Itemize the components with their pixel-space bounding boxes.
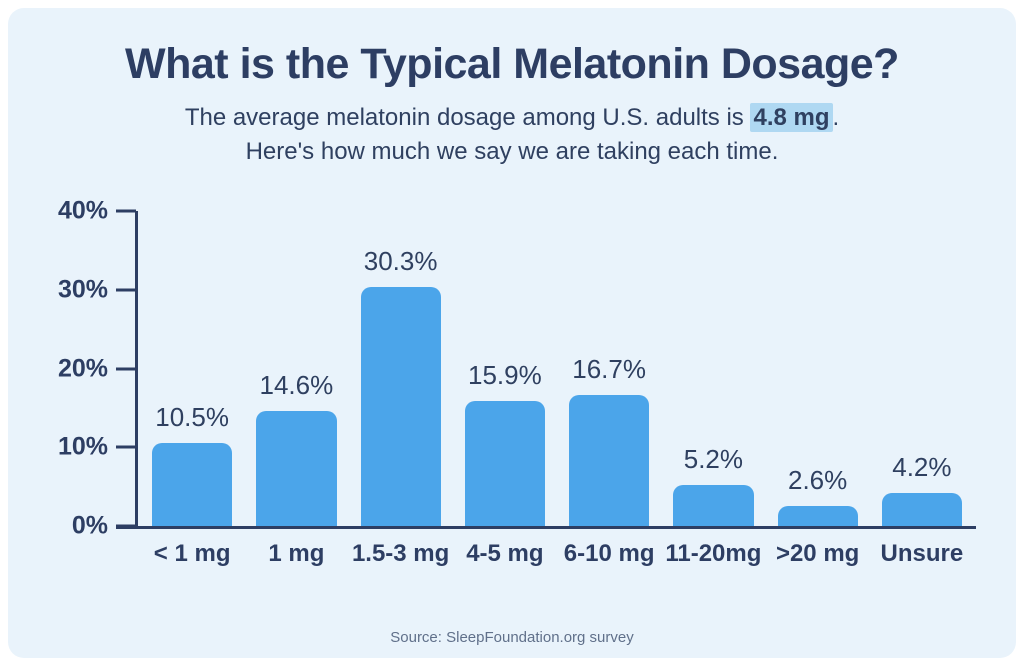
bar-value-label: 15.9% — [468, 359, 542, 390]
bar-value-label: 16.7% — [572, 353, 646, 384]
y-axis-tick-mark — [116, 288, 136, 292]
source-attribution: Source: SleepFoundation.org survey — [390, 629, 634, 646]
bar — [881, 492, 962, 526]
bar-slot--1-mg: 10.5% < 1 mg — [152, 211, 233, 567]
bar-slot-1-5-3-mg: 30.3% 1.5-3 mg — [352, 211, 449, 567]
bar — [360, 287, 441, 526]
bar — [152, 443, 233, 526]
x-axis-category-label: 6-10 mg — [563, 540, 655, 567]
bar-slot-4-5-mg: 15.9% 4-5 mg — [464, 211, 545, 567]
y-axis-tick-label: 40% — [57, 196, 108, 225]
subtitle-line-2: Here's how much we say we are taking eac… — [245, 138, 779, 165]
bar-value-label: 5.2% — [683, 444, 743, 475]
bar-value-label: 10.5% — [155, 402, 229, 433]
bar — [673, 485, 754, 526]
bar-chart: 40% 30% 20% 10% 0% 10.5% < 1 mg 14.6% 1 mg 30.3%… — [48, 197, 976, 568]
bar-value-label: 4.2% — [892, 451, 952, 482]
average-dosage-highlight: 4.8 mg — [750, 103, 833, 132]
chart-subtitle: The average melatonin dosage among U.S. … — [8, 101, 1016, 169]
bar — [464, 400, 545, 526]
bar-slot-6-10-mg: 16.7% 6-10 mg — [564, 211, 655, 568]
bar — [777, 505, 858, 526]
y-axis-line — [135, 211, 138, 526]
x-axis-category-label: >20 mg — [775, 540, 860, 567]
y-axis-tick-label: 20% — [57, 354, 108, 382]
bar-value-label: 30.3% — [363, 246, 438, 277]
bar — [569, 394, 650, 526]
x-axis-line — [116, 526, 976, 529]
y-axis-tick-label: 0% — [71, 511, 108, 540]
x-axis-category-label: Unsure — [880, 540, 964, 567]
bar-slot-unsure: 4.2% Unsure — [881, 211, 964, 567]
y-axis-tick-mark — [116, 367, 136, 370]
bar-value-label: 14.6% — [259, 370, 334, 401]
x-axis-category-label: 1 mg — [268, 540, 325, 567]
y-axis-tick-label: 10% — [57, 432, 108, 461]
x-axis-category-label: 4-5 mg — [466, 540, 544, 567]
bar-value-label: 2.6% — [787, 464, 848, 495]
y-axis-tick-mark — [116, 209, 136, 213]
subtitle-text-1: The average melatonin dosage among U.S. … — [184, 104, 751, 131]
x-axis-category-label: 11-20mg — [665, 540, 762, 567]
x-axis-category-label: 1.5-3 mg — [351, 540, 450, 567]
bar-slot-11-20mg: 5.2% 11-20mg — [665, 211, 761, 567]
bar-slot-1-mg: 14.6% 1 mg — [256, 211, 337, 567]
infographic-card: What is the Typical Melatonin Dosage? Th… — [8, 8, 1016, 658]
bar-slot--20-mg: 2.6% >20 mg — [776, 211, 859, 567]
y-axis-tick-label: 30% — [57, 275, 108, 304]
bar — [256, 411, 337, 526]
subtitle-text-2: . — [832, 104, 840, 131]
page-title: What is the Typical Melatonin Dosage? — [125, 40, 899, 88]
x-axis-category-label: < 1 mg — [153, 540, 231, 567]
y-axis-tick-mark — [116, 445, 136, 449]
bar-group-container: 10.5% < 1 mg 14.6% 1 mg 30.3% 1.5-3 mg 15.9% 4-… — [152, 211, 964, 568]
